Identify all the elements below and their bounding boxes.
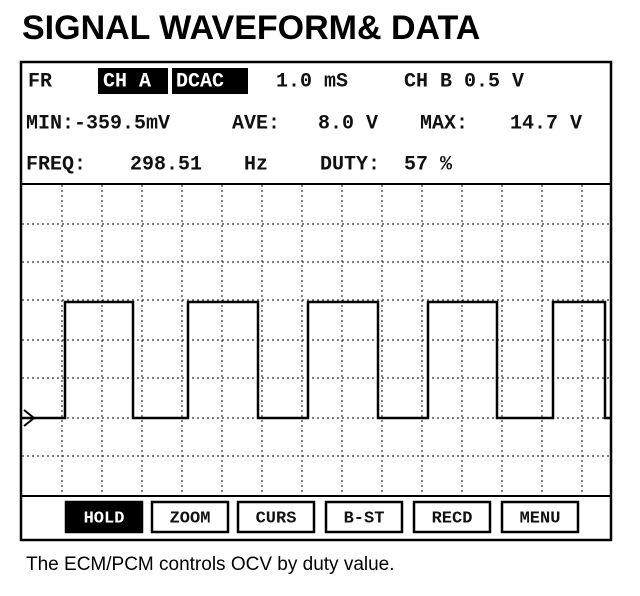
ave-label: AVE: (232, 112, 280, 135)
tag: DCAC (176, 70, 224, 93)
button[interactable] (236, 500, 316, 534)
button-label[interactable]: HOLD (84, 509, 125, 528)
min: MIN:-359.5mV (26, 112, 170, 135)
button[interactable] (412, 500, 492, 534)
freq: 298.51 (130, 153, 202, 176)
button-label[interactable]: ZOOM (170, 509, 211, 528)
button[interactable] (500, 500, 580, 534)
button-label[interactable]: MENU (520, 509, 561, 528)
grid (22, 185, 610, 495)
button[interactable] (64, 500, 144, 534)
mode: FR (28, 70, 52, 93)
tag-bg (98, 68, 168, 94)
freq-unit: Hz (244, 153, 268, 176)
button[interactable] (150, 500, 230, 534)
ave: 8.0 V (318, 112, 378, 135)
button-bar: HOLD ZOOM CURS B-ST RECD MENU (64, 500, 580, 534)
button-label[interactable]: RECD (432, 509, 473, 528)
button[interactable] (324, 500, 404, 534)
freq-label: FREQ: (26, 153, 86, 176)
max-label: MAX: (420, 112, 468, 135)
caption: The ECM/PCM controls OCV by duty value. (26, 554, 395, 575)
timebase: 1.0 mS (276, 70, 348, 93)
channel-scale: CH B 0.5 V (404, 70, 524, 93)
duty-label: DUTY: (320, 153, 380, 176)
duty: 57 % (404, 153, 453, 176)
button-label[interactable]: B-ST (344, 509, 385, 528)
max: 14.7 V (510, 112, 582, 135)
title: SIGNAL WAVEFORM& DATA (22, 9, 480, 47)
tag-bg (172, 68, 248, 94)
button-label[interactable]: CURS (256, 509, 297, 528)
tag: CH A (103, 70, 151, 93)
waveform (30, 300, 610, 420)
